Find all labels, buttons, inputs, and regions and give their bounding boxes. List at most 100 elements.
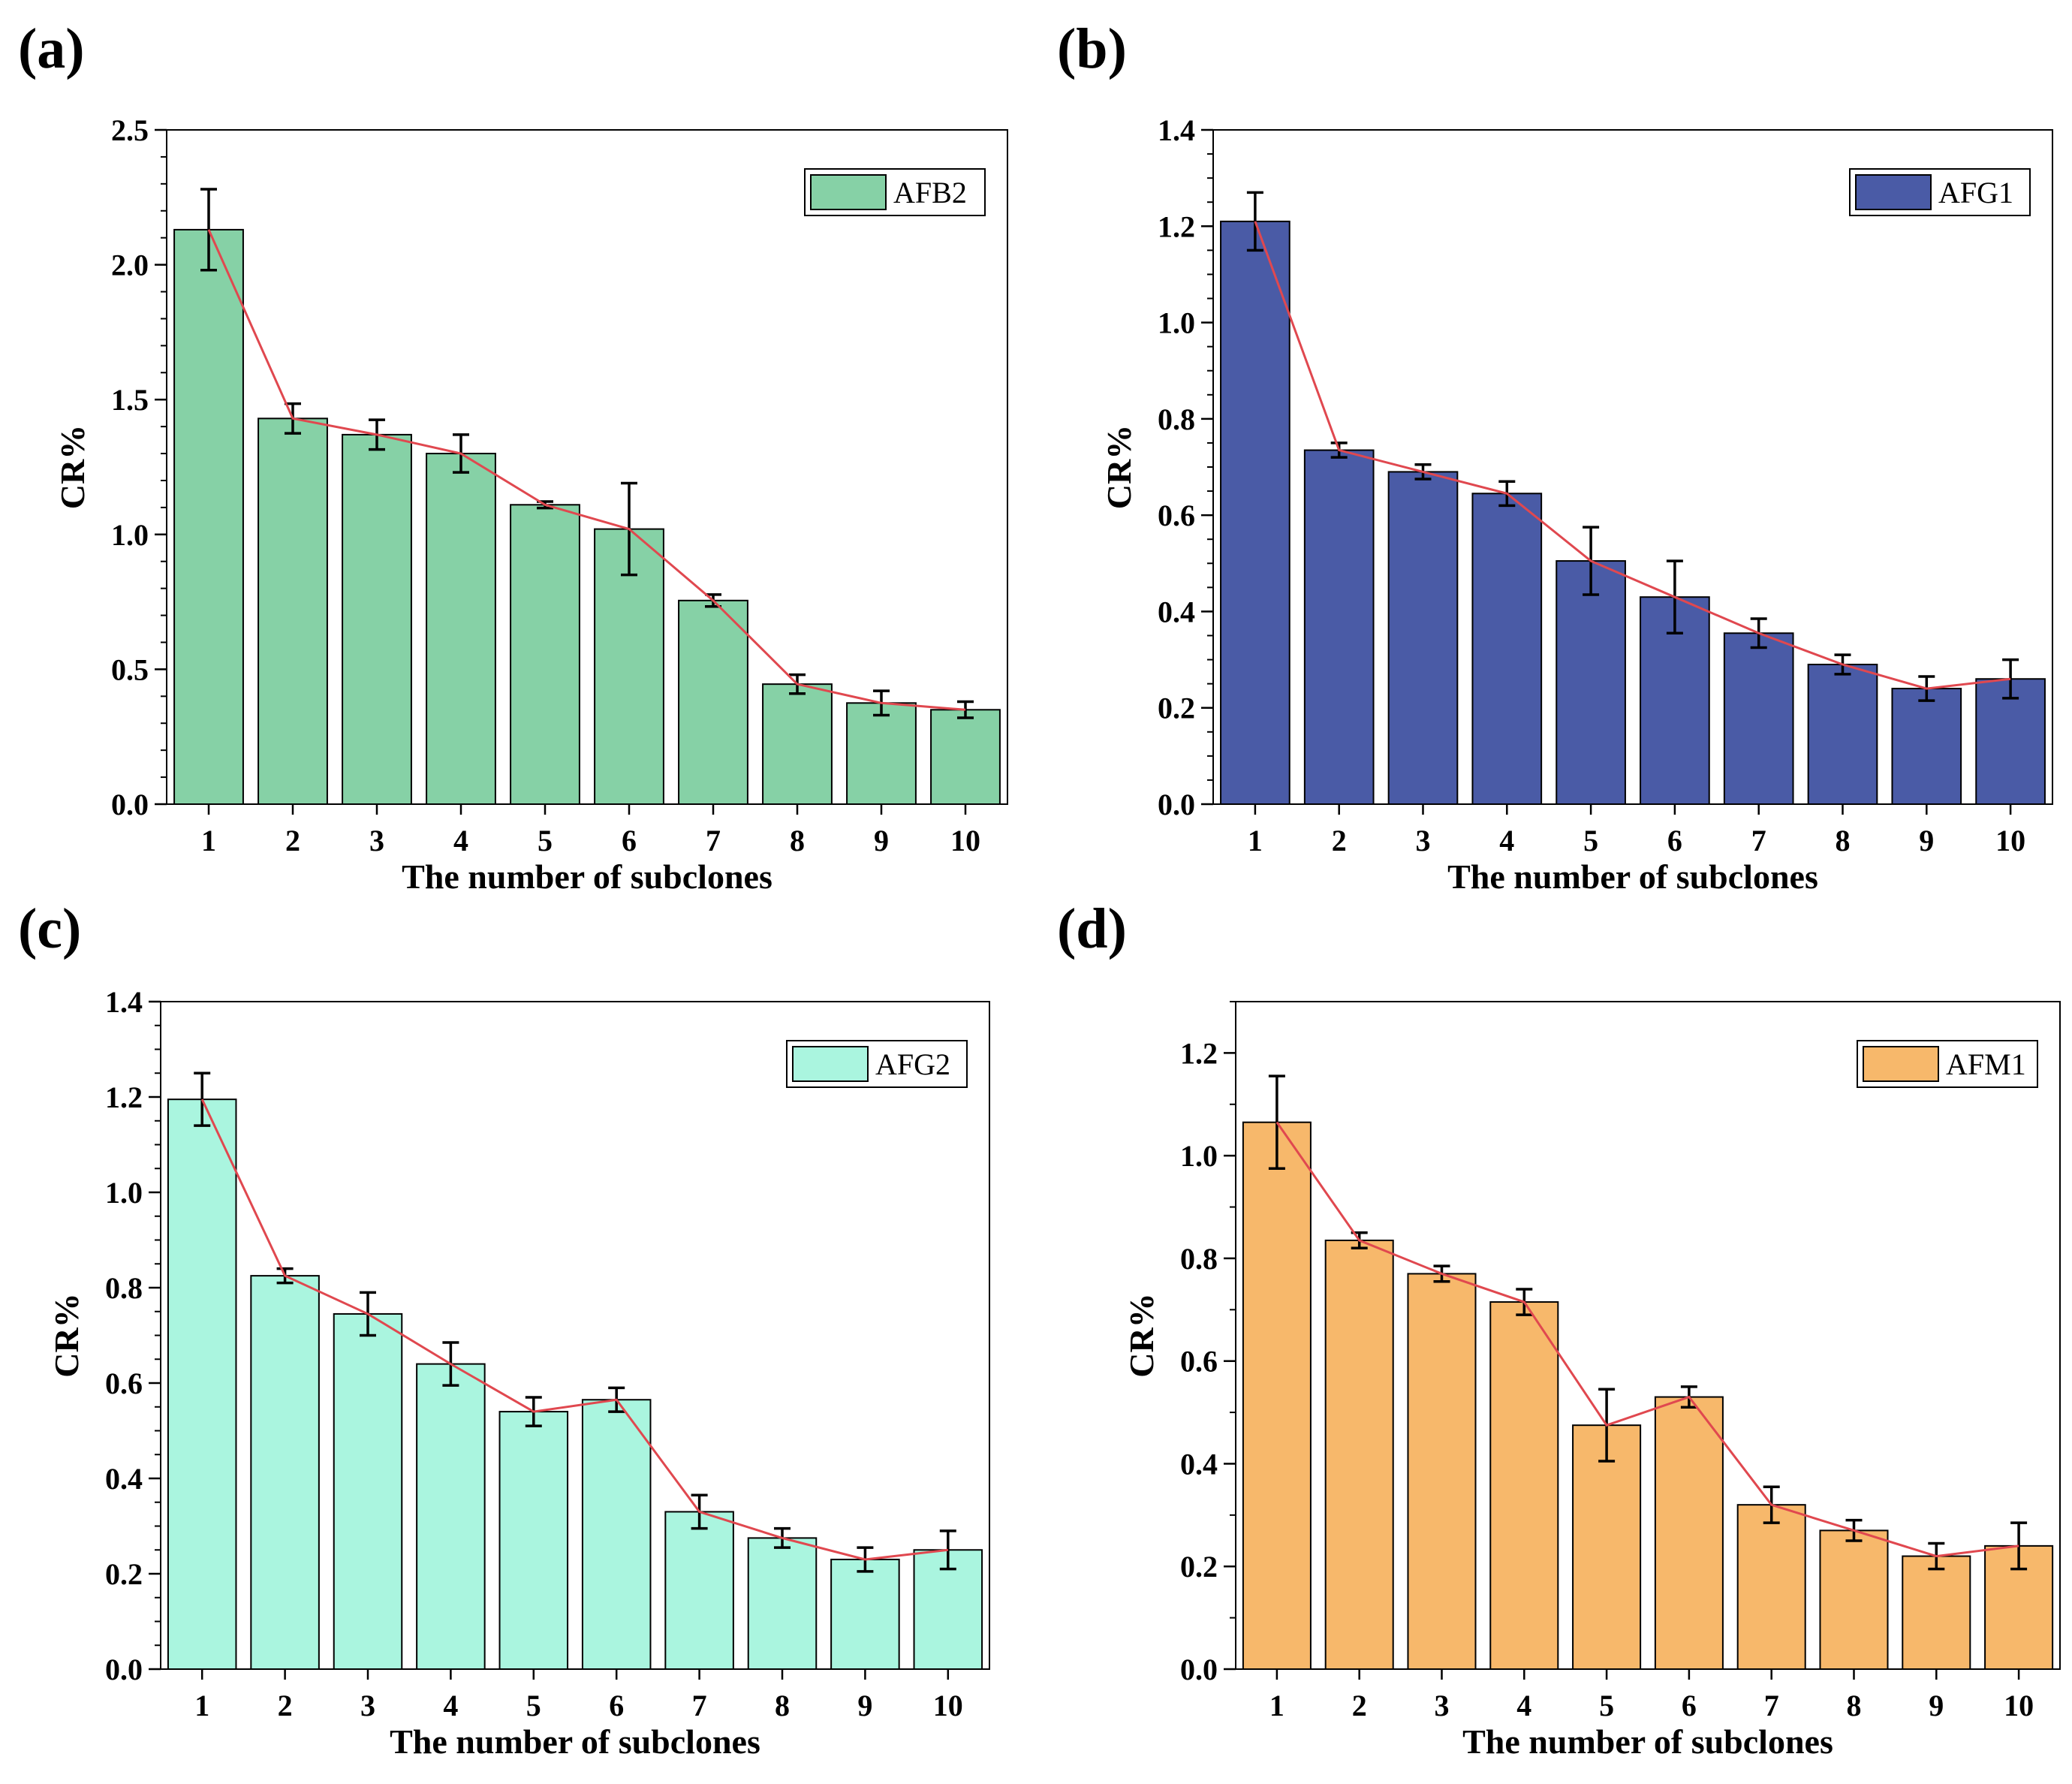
x-tick-label: 10	[950, 824, 980, 857]
x-tick-label: 7	[1751, 824, 1766, 857]
trend-line	[1275, 1121, 2019, 1558]
y-tick-label: 0.8	[1180, 1242, 1218, 1276]
bar-1	[1242, 1121, 1312, 1670]
x-tick-label: 9	[1929, 1689, 1944, 1722]
legend: AFG1	[1849, 168, 2031, 216]
y-tick-label: 0.2	[1158, 692, 1195, 725]
bar-2	[1324, 1239, 1394, 1670]
bar-3	[333, 1312, 403, 1671]
x-tick-label: 6	[622, 824, 637, 857]
y-tick-label: 0.0	[1180, 1653, 1218, 1686]
x-tick-label: 3	[360, 1689, 375, 1722]
y-tick-label: 0.2	[105, 1557, 143, 1591]
y-axis-title: CR%	[53, 425, 92, 509]
x-tick-label: 9	[874, 824, 889, 857]
y-tick-label: 0.8	[1158, 402, 1195, 436]
panel-label-d: (d)	[1057, 897, 1127, 960]
bar-5	[498, 1411, 569, 1670]
bar-4	[1489, 1301, 1559, 1671]
bar-8	[747, 1537, 818, 1670]
chart-afg2: 0.0 0.2 0.4 0.6 0.8 1.0 1.2 1.4 1 2 3 4 5 6 7 8 9 10 The n…	[47, 985, 990, 1761]
panel-c: (c) 0.0 0.2 0.4 0.6 0.8 1.0 1.2 1.4 1 2 3 4 5 6 7 8 9 10 T…	[18, 897, 990, 1761]
x-axis-title: The number of subclones	[390, 1722, 760, 1761]
y-tick-label: 0.4	[1158, 595, 1195, 628]
bar-5	[1572, 1424, 1642, 1671]
x-tick-label: 4	[1516, 1689, 1531, 1722]
panel-b: (b) 0.0 0.2 0.4 0.6 0.8 1.0 1.2 1.4 1 2 3 4 5 6 7 8 9 10 T…	[1057, 17, 2053, 896]
x-tick-label: 6	[1667, 824, 1682, 857]
x-tick-label: 6	[609, 1689, 624, 1722]
trend-line	[207, 229, 966, 711]
legend: AFM1	[1857, 1040, 2038, 1088]
x-tick-label: 8	[1836, 824, 1851, 857]
legend-swatch	[1855, 174, 1932, 210]
panel-label-b: (b)	[1057, 17, 1127, 80]
bar-7	[1723, 632, 1794, 805]
x-tick-label: 3	[1416, 824, 1431, 857]
bar-5	[1556, 560, 1626, 805]
legend-label: AFB2	[893, 176, 967, 209]
bar-3	[1407, 1273, 1477, 1670]
x-tick-label: 8	[775, 1689, 790, 1722]
x-tick-label: 5	[526, 1689, 541, 1722]
y-tick-label: 0.6	[1180, 1345, 1218, 1379]
bar-7	[1736, 1504, 1806, 1670]
y-tick-label: 1.2	[105, 1080, 143, 1114]
panel-a: (a) 0.0 0.5 1.0 1.5 2.0 2.5 1 2 3 4 5 6 7 8 9 10 The num…	[18, 17, 1008, 896]
y-axis-title: CR%	[1100, 425, 1138, 509]
y-tick-label: 1.2	[1180, 1036, 1218, 1070]
bar-9	[846, 702, 917, 805]
y-tick-label: 0.5	[111, 652, 149, 686]
panel-d: (d) 0.0 0.2 0.4 0.6 0.8 1.0 1.2 1 2 3 4 5 6 7 8 9 10 The …	[1057, 897, 2061, 1761]
x-tick-label: 8	[790, 824, 805, 857]
y-axis-title: CR%	[1122, 1293, 1161, 1377]
y-tick-label: 0.2	[1180, 1550, 1218, 1584]
bar-3	[342, 433, 412, 805]
bar-9	[1902, 1555, 1971, 1671]
x-tick-label: 10	[2004, 1689, 2034, 1722]
bar-8	[762, 683, 833, 805]
legend-label: AFG1	[1938, 176, 2013, 209]
x-tick-label: 5	[1583, 824, 1598, 857]
x-tick-label: 7	[706, 824, 721, 857]
y-tick-label: 0.4	[105, 1462, 143, 1496]
bar-3	[1387, 471, 1459, 806]
bar-9	[830, 1558, 900, 1670]
x-tick-label: 7	[1764, 1689, 1779, 1722]
x-axis-title: The number of subclones	[402, 857, 772, 896]
legend-label: AFG2	[875, 1047, 950, 1081]
x-axis-title: The number of subclones	[1462, 1722, 1833, 1761]
x-tick-label: 1	[1269, 1689, 1284, 1722]
y-tick-label: 2.0	[111, 249, 149, 282]
y-tick-label: 1.0	[105, 1176, 143, 1210]
x-tick-label: 4	[1499, 824, 1514, 857]
bar-10	[930, 709, 1001, 806]
y-tick-label: 1.2	[1158, 209, 1195, 243]
bar-6	[1654, 1396, 1724, 1670]
chart-afg1: 0.0 0.2 0.4 0.6 0.8 1.0 1.2 1.4 1 2 3 4 5 6 7 8 9 10 The n…	[1100, 113, 2053, 896]
y-tick-label: 1.4	[105, 985, 143, 1019]
bar-8	[1819, 1529, 1889, 1671]
y-tick-label: 1.0	[111, 518, 149, 552]
bar-7	[664, 1511, 734, 1670]
y-tick-label: 0.6	[105, 1367, 143, 1400]
y-tick-label: 0.8	[105, 1271, 143, 1305]
bar-2	[250, 1275, 320, 1670]
bar-4	[1471, 493, 1543, 805]
legend-swatch	[792, 1046, 869, 1082]
bar-2	[257, 417, 328, 805]
legend-label: AFM1	[1946, 1047, 2026, 1081]
x-tick-label: 2	[1352, 1689, 1367, 1722]
bar-1	[173, 228, 244, 805]
x-tick-label: 2	[278, 1689, 293, 1722]
bar-7	[678, 599, 748, 806]
x-tick-label: 1	[201, 824, 216, 857]
x-tick-label: 2	[285, 824, 300, 857]
bar-6	[581, 1399, 652, 1670]
plot-frame	[166, 129, 1008, 805]
bar-5	[510, 504, 580, 806]
x-tick-label: 5	[538, 824, 553, 857]
y-tick-label: 2.5	[111, 113, 149, 147]
x-tick-label: 2	[1332, 824, 1347, 857]
